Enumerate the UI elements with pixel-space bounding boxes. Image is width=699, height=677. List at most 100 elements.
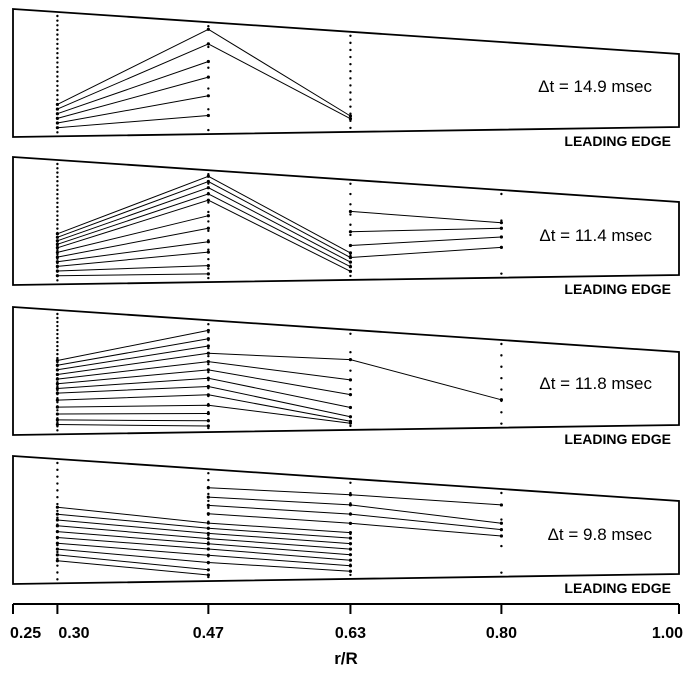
- streak-point: [206, 368, 210, 372]
- station-dot: [56, 192, 59, 196]
- station-dot: [56, 482, 59, 485]
- streak-point: [206, 521, 210, 525]
- station-dot: [207, 506, 210, 510]
- station-dot: [349, 105, 352, 108]
- station-dot: [56, 475, 59, 478]
- streak-point: [206, 344, 210, 348]
- station-dots: [349, 34, 352, 130]
- streak-point: [55, 242, 60, 246]
- streak-point: [348, 243, 353, 248]
- station-dot: [207, 472, 210, 475]
- streak-point: [206, 198, 210, 202]
- streak-point: [348, 569, 353, 573]
- streak-point: [206, 27, 210, 31]
- streak-line: [208, 496, 502, 524]
- streak-line: [57, 61, 209, 115]
- station-dot: [207, 25, 210, 28]
- streak-point: [499, 521, 503, 525]
- station-dot: [207, 478, 210, 482]
- station-dot: [56, 61, 59, 64]
- streak-line: [57, 560, 209, 576]
- streak-point: [206, 503, 210, 507]
- station-dot: [56, 214, 59, 217]
- station-dot: [500, 388, 503, 391]
- station-dot: [56, 578, 59, 581]
- streak-point: [348, 415, 353, 419]
- station-dot: [349, 481, 352, 484]
- streak-point: [55, 232, 60, 236]
- streak-point: [206, 226, 210, 230]
- streak-line: [57, 519, 351, 545]
- streak-point: [55, 116, 60, 120]
- station-dot: [500, 491, 503, 495]
- streak-point: [348, 512, 353, 516]
- streak-point: [206, 214, 210, 218]
- blade-outline: [12, 455, 680, 585]
- streak-point: [55, 377, 60, 381]
- streak-point: [348, 255, 353, 260]
- streak-point: [55, 264, 60, 268]
- streak-point: [206, 264, 210, 268]
- streak-point: [206, 384, 210, 389]
- station-dot: [56, 401, 59, 404]
- station-dot: [56, 201, 59, 204]
- station-dot: [56, 312, 59, 316]
- station-dot: [56, 223, 59, 226]
- station-dot: [56, 89, 59, 92]
- streak-point: [206, 192, 210, 196]
- streak-point: [206, 337, 210, 341]
- station-dot: [207, 257, 210, 261]
- station-dot: [500, 376, 503, 380]
- station-dot: [56, 516, 59, 519]
- station-dot: [349, 213, 352, 216]
- delta-t-label: Δt = 11.4 msec: [539, 226, 652, 245]
- streak-point: [499, 226, 503, 230]
- streak-point: [348, 269, 353, 273]
- tick-label: 0.30: [58, 625, 89, 642]
- station-dot: [349, 192, 352, 196]
- station-dot: [56, 93, 59, 97]
- station-dot: [56, 167, 59, 170]
- streak-line: [57, 241, 209, 263]
- station-dot: [207, 229, 210, 233]
- station-dot: [56, 180, 59, 183]
- streak-point: [55, 518, 60, 522]
- streak-point: [499, 245, 503, 249]
- station-dot: [56, 33, 59, 36]
- streak-line: [208, 487, 502, 506]
- streak-line: [57, 329, 209, 361]
- streak-point: [55, 412, 60, 416]
- station-dot: [56, 227, 59, 230]
- streak-line: [57, 251, 209, 267]
- station-dot: [349, 98, 352, 101]
- streak-point: [499, 235, 503, 239]
- streak-point: [55, 274, 60, 278]
- station-dot: [349, 233, 352, 237]
- streak-point: [206, 75, 210, 79]
- streak-point: [55, 250, 60, 255]
- streak-point: [206, 359, 210, 364]
- streak-line: [57, 187, 351, 263]
- station-dot: [349, 62, 352, 66]
- station-dot: [56, 461, 59, 465]
- streak-point: [206, 424, 210, 428]
- station-dot: [207, 66, 210, 69]
- station-dots: [207, 25, 210, 132]
- station-dot: [500, 518, 503, 521]
- streak-line: [57, 338, 209, 366]
- streak-point: [206, 560, 210, 565]
- streak-point: [55, 102, 60, 107]
- streak-line: [350, 246, 502, 258]
- streak-point: [55, 505, 60, 509]
- station-dot: [500, 342, 503, 346]
- station-dot: [56, 175, 59, 179]
- tick-label: 0.47: [193, 625, 224, 642]
- station-dot: [56, 385, 59, 388]
- station-dot: [56, 571, 59, 574]
- station-dot: [207, 108, 210, 111]
- station-dot: [349, 77, 352, 80]
- station-dot: [56, 564, 59, 567]
- streak-point: [55, 363, 60, 367]
- streak-point: [348, 521, 353, 525]
- station-dot: [349, 48, 352, 52]
